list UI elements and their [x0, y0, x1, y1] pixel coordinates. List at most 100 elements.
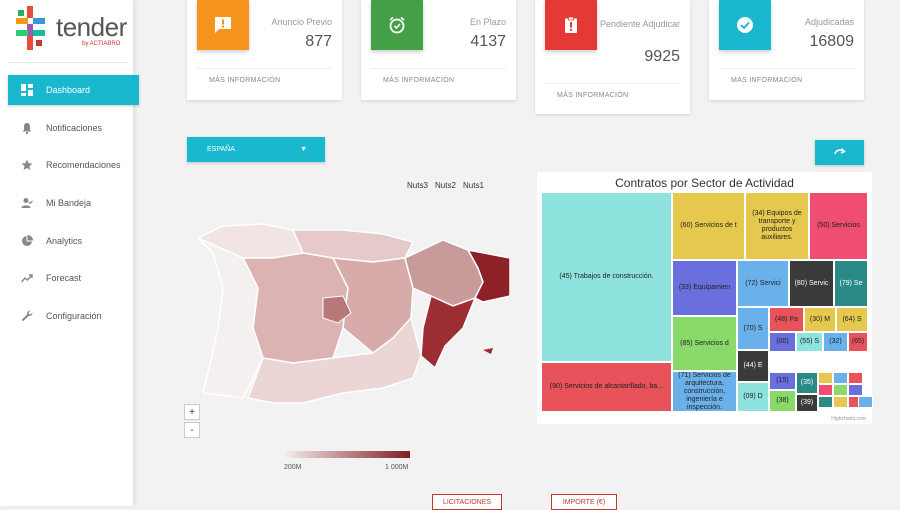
region-select[interactable]: ESPAÑA ▼: [187, 137, 325, 162]
sidebar-item-label: Mi Bandeja: [46, 198, 92, 208]
treemap-cell[interactable]: (71) Servicios de arquitectura, construc…: [672, 371, 737, 412]
treemap-cell[interactable]: [818, 396, 833, 408]
treemap-cell[interactable]: [818, 384, 833, 396]
treemap-cell-label: (48) Pa: [775, 315, 798, 323]
logo-mark-icon: [16, 6, 45, 50]
more-info-link[interactable]: MÁS INFORMACIÓN: [731, 77, 803, 84]
sidebar-item-analytics[interactable]: Analytics: [8, 226, 139, 256]
treemap-cell[interactable]: [833, 372, 848, 384]
treemap-cell[interactable]: (80) Servic: [789, 260, 834, 307]
treemap-cell[interactable]: (34) Equipos de transporte y productos a…: [745, 192, 809, 260]
sidebar-item-label: Analytics: [46, 236, 83, 246]
trending-up-icon: [20, 271, 34, 285]
check-circle-icon: [719, 0, 771, 50]
legend-min-label: 200M: [284, 464, 302, 471]
treemap-cell-label: (50) Servicios: [817, 222, 860, 229]
treemap-cell[interactable]: [848, 384, 863, 396]
treemap-cell[interactable]: [833, 396, 848, 408]
treemap-cell-label: (44) E: [743, 362, 763, 369]
treemap-cell[interactable]: (38): [769, 390, 796, 412]
treemap-cell[interactable]: (60) Servicios de t: [672, 192, 745, 260]
tender-logo[interactable]: tender by ACTIABRO: [14, 4, 127, 54]
treemap-cell[interactable]: (44) E: [737, 350, 769, 382]
zoom-out-button[interactable]: -: [184, 422, 200, 438]
treemap-cell-label: (70) S: [743, 324, 763, 332]
wrench-icon: [20, 309, 34, 323]
treemap-cell[interactable]: (72) Servici: [737, 260, 789, 307]
card-title: Adjudicadas: [804, 17, 854, 27]
more-info-link[interactable]: MÁS INFORMACIÓN: [557, 92, 629, 99]
sidebar-item-forecast[interactable]: Forecast: [8, 263, 139, 293]
treemap-cell-label: (32): [829, 338, 842, 345]
treemap-cell-label: (45) Trabajos de construcción.: [559, 273, 654, 280]
card-value: 4137: [470, 33, 506, 50]
treemap-cell[interactable]: [858, 396, 873, 408]
stat-card-pendiente-adjudicar[interactable]: Pendiente Adjudicar 9925 MÁS INFORMACIÓN: [535, 0, 690, 114]
nuts2-toggle[interactable]: Nuts2: [435, 181, 456, 190]
treemap-cell[interactable]: (33) Equipamien: [672, 260, 737, 316]
stat-card-anuncio-previo[interactable]: Anuncio Previo 877 MÁS INFORMACIÓN: [187, 0, 342, 100]
nuts1-toggle[interactable]: Nuts1: [463, 181, 484, 190]
divider: [719, 68, 854, 69]
more-info-link[interactable]: MÁS INFORMACIÓN: [209, 77, 281, 84]
bell-icon: [20, 121, 34, 135]
tab-importe[interactable]: IMPORTE (€): [551, 494, 617, 510]
treemap-cell[interactable]: (00): [769, 332, 796, 352]
sidebar-item-recomendaciones[interactable]: Recomendaciones: [8, 150, 139, 180]
sidebar-item-label: Forecast: [46, 273, 82, 283]
treemap-cell[interactable]: (65): [848, 332, 868, 352]
sidebar-item-notificaciones[interactable]: Notificaciones: [8, 113, 139, 143]
treemap-cell[interactable]: (32): [823, 332, 848, 352]
stat-card-adjudicadas[interactable]: Adjudicadas 16809 MÁS INFORMACIÓN: [709, 0, 864, 100]
star-icon: [20, 158, 34, 172]
spain-map-panel: Nuts3 Nuts2 Nuts1: [183, 178, 510, 478]
treemap-cell-label: (60) Servicios de t: [680, 222, 737, 229]
caret-down-icon: ▼: [300, 146, 307, 153]
treemap-cell[interactable]: (15): [769, 372, 796, 390]
treemap-cell[interactable]: [818, 372, 833, 384]
treemap-cell[interactable]: (79) Se: [834, 260, 868, 307]
stat-card-en-plazo[interactable]: En Plazo 4137 MÁS INFORMACIÓN: [361, 0, 516, 100]
sidebar-item-configuracion[interactable]: Configuración: [8, 301, 139, 331]
sidebar-item-label: Dashboard: [46, 85, 91, 95]
zoom-in-button[interactable]: +: [184, 404, 200, 420]
treemap-cell-label: (55) S: [799, 338, 820, 345]
treemap-cell[interactable]: (45) Trabajos de construcción.: [541, 192, 672, 362]
treemap-cell[interactable]: (85) Servicios d: [672, 316, 737, 371]
treemap-cell-label: (33) Equipamien: [678, 284, 731, 291]
treemap-cell-label: (38): [776, 397, 789, 404]
treemap-cell-label: (65): [851, 338, 865, 345]
tab-licitaciones[interactable]: LICITACIONES: [432, 494, 502, 510]
spain-choropleth-map[interactable]: [183, 178, 510, 478]
treemap-cell-label: (34) Equipos de transporte y productos a…: [752, 210, 802, 241]
treemap-cell[interactable]: (30) M: [804, 307, 836, 332]
divider: [8, 62, 126, 63]
treemap-cell[interactable]: (50) Servicios: [809, 192, 868, 260]
logo-text: tender: [56, 12, 127, 42]
treemap-cell[interactable]: (55) S: [796, 332, 823, 352]
treemap-cell[interactable]: (35): [796, 372, 818, 394]
divider: [371, 68, 506, 69]
treemap-cell[interactable]: (39): [796, 394, 818, 412]
treemap-cell[interactable]: [833, 384, 848, 396]
sidebar-item-mi-bandeja[interactable]: Mi Bandeja: [8, 188, 139, 218]
treemap-cell[interactable]: (90) Servicios de alcantarillado, ba...: [541, 362, 672, 412]
logo-subtitle: by ACTIABRO: [82, 41, 121, 47]
alarm-clock-icon: [371, 0, 423, 50]
treemap-cell[interactable]: (70) S: [737, 307, 769, 350]
nuts3-toggle[interactable]: Nuts3: [407, 181, 428, 190]
highcharts-credits[interactable]: Highcharts.com: [831, 416, 866, 422]
sidebar-item-dashboard[interactable]: Dashboard: [8, 75, 139, 105]
treemap-cell[interactable]: [848, 372, 863, 384]
more-info-link[interactable]: MÁS INFORMACIÓN: [383, 77, 455, 84]
treemap-cell-label: (09) D: [743, 393, 763, 400]
region-select-value: ESPAÑA: [207, 146, 235, 153]
card-title: Anuncio Previo: [271, 17, 332, 27]
treemap-cell[interactable]: (09) D: [737, 382, 769, 412]
treemap-cell[interactable]: (48) Pa: [769, 307, 804, 332]
refresh-button[interactable]: [815, 140, 864, 165]
treemap-cell-label: (72) Servici: [745, 279, 781, 287]
treemap-cell[interactable]: (64) S: [836, 307, 868, 332]
treemap-cell-label: (80) Servic: [794, 279, 829, 287]
treemap-cell-label: (39): [800, 399, 814, 406]
